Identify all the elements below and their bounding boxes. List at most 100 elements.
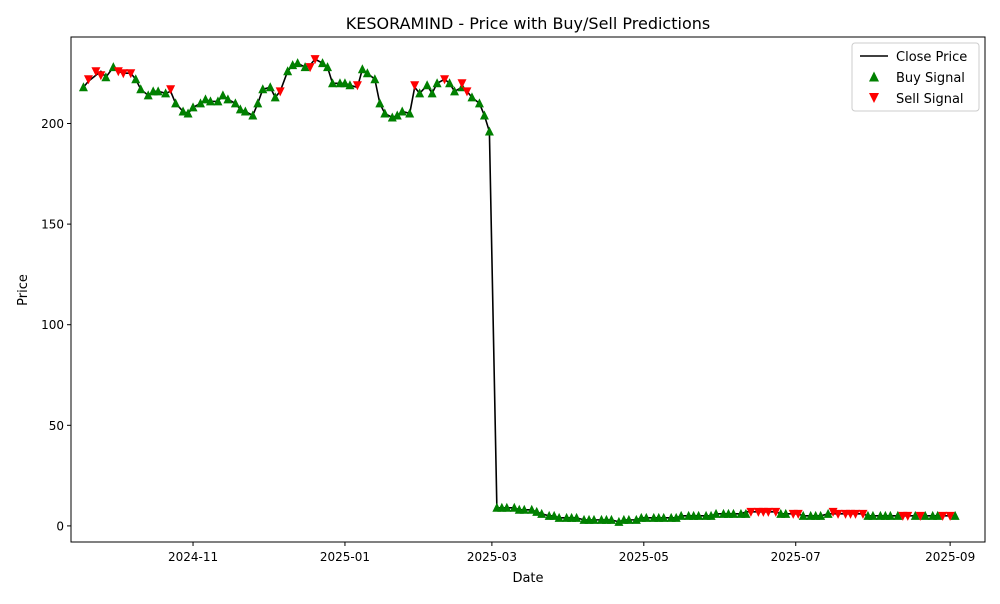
chart-title: KESORAMIND - Price with Buy/Sell Predict… bbox=[346, 14, 710, 33]
buy-signal-marker bbox=[258, 84, 268, 94]
buy-signal-marker bbox=[474, 98, 484, 108]
buy-signal-marker bbox=[362, 68, 372, 78]
sell-signal-marker bbox=[858, 509, 868, 519]
buy-signal-marker bbox=[422, 80, 432, 90]
buy-signal-marker bbox=[265, 82, 275, 92]
buy-signal-marker bbox=[479, 110, 489, 120]
plot-area bbox=[78, 55, 960, 526]
buy-signal-marker bbox=[293, 58, 303, 68]
legend-buy-signal-label: Buy Signal bbox=[896, 71, 965, 86]
buy-signal-marker bbox=[143, 90, 153, 100]
buy-signal-marker bbox=[427, 88, 437, 98]
buy-signal-marker bbox=[676, 510, 686, 520]
buy-signal-marker bbox=[572, 512, 582, 522]
buy-signal-marker bbox=[318, 58, 328, 68]
buy-signal-marker bbox=[171, 98, 181, 108]
sell-signal-marker bbox=[96, 71, 106, 81]
x-tick-label: 2025-05 bbox=[619, 550, 669, 564]
sell-signal-marker bbox=[275, 87, 285, 97]
buy-signal-marker bbox=[397, 106, 407, 116]
sell-signal-marker bbox=[310, 55, 320, 65]
x-tick-label: 2025-09 bbox=[925, 550, 975, 564]
sell-signal-marker bbox=[915, 511, 925, 521]
buy-signal-marker bbox=[502, 502, 512, 512]
buy-signal-marker bbox=[240, 106, 250, 116]
buy-signal-marker bbox=[484, 126, 494, 136]
y-tick-label: 100 bbox=[41, 318, 64, 332]
x-tick-label: 2024-11 bbox=[168, 550, 218, 564]
buy-signal-marker bbox=[136, 84, 146, 94]
sell-signal-marker bbox=[457, 79, 467, 89]
sell-signal-marker bbox=[126, 69, 136, 79]
buy-signal-marker bbox=[885, 510, 895, 520]
buy-signal-marker bbox=[205, 96, 215, 106]
buy-signal-marker bbox=[375, 98, 385, 108]
y-tick-label: 50 bbox=[49, 419, 64, 433]
buy-signal-marker bbox=[405, 108, 415, 118]
y-axis: 0 50 100 150 200 bbox=[41, 117, 71, 533]
sell-signal-marker bbox=[462, 87, 472, 97]
buy-signal-marker bbox=[218, 90, 228, 100]
buy-signal-marker bbox=[933, 510, 943, 520]
buy-signal-marker bbox=[270, 92, 280, 102]
buy-signal-marker bbox=[445, 78, 455, 88]
plot-frame bbox=[70, 36, 986, 543]
buy-signal-marker bbox=[816, 510, 826, 520]
sell-signal-marker bbox=[850, 509, 860, 519]
buy-signal-marker bbox=[823, 508, 833, 518]
buy-signal-marker bbox=[798, 510, 808, 520]
sell-signal-marker bbox=[833, 509, 843, 519]
legend: Close Price Buy Signal Sell Signal bbox=[851, 42, 980, 112]
buy-signal-marker bbox=[659, 512, 669, 522]
sell-signal-marker bbox=[166, 85, 176, 95]
buy-signal-marker bbox=[370, 74, 380, 84]
x-axis: 2024-11 2025-01 2025-03 2025-05 2025-07 2025-… bbox=[168, 542, 975, 564]
y-tick-label: 200 bbox=[41, 117, 64, 131]
buy-signal-marker bbox=[519, 504, 529, 514]
x-axis-label: Date bbox=[512, 571, 543, 586]
buy-signal-marker bbox=[868, 510, 878, 520]
x-tick-label: 2025-01 bbox=[320, 550, 370, 564]
buy-signal-marker bbox=[589, 514, 599, 524]
buy-signal-marker bbox=[606, 514, 616, 524]
buy-signal-marker bbox=[283, 66, 293, 76]
buy-signal-marker bbox=[323, 62, 333, 72]
buy-signal-marker bbox=[196, 98, 206, 108]
sell-signal-marker bbox=[945, 511, 955, 521]
sell-signal-marker bbox=[771, 507, 781, 517]
buy-signal-marker bbox=[327, 78, 337, 88]
y-tick-label: 0 bbox=[56, 519, 64, 533]
legend-box bbox=[851, 42, 980, 112]
buy-signal-marker bbox=[253, 98, 263, 108]
buy-signal-marker bbox=[392, 110, 402, 120]
buy-signal-marker bbox=[781, 508, 791, 518]
buy-signal-marker bbox=[213, 96, 223, 106]
buy-signal-marker bbox=[554, 512, 564, 522]
buy-signal-marker bbox=[131, 74, 141, 84]
buy-signal-marker bbox=[527, 504, 537, 514]
sell-signal-marker bbox=[793, 509, 803, 519]
buy-signal-marker bbox=[357, 64, 367, 74]
buy-signal-marker bbox=[432, 78, 442, 88]
buy-signal-marker bbox=[509, 502, 519, 512]
buy-signal-marker bbox=[380, 108, 390, 118]
buy-signal-marker bbox=[345, 80, 355, 90]
buy-signal-marker bbox=[467, 92, 477, 102]
sell-signal-marker bbox=[118, 69, 128, 79]
sell-signal-marker bbox=[410, 81, 420, 91]
buy-signal-marker bbox=[920, 510, 930, 520]
buy-signal-marker bbox=[741, 508, 751, 518]
buy-signal-marker bbox=[340, 78, 350, 88]
buy-signal-marker bbox=[230, 98, 240, 108]
sell-signal-marker bbox=[352, 81, 362, 91]
buy-signal-marker bbox=[153, 86, 163, 96]
buy-signal-marker bbox=[178, 106, 188, 116]
buy-signal-marker bbox=[893, 510, 903, 520]
x-tick-label: 2025-03 bbox=[467, 550, 517, 564]
buy-signal-marker bbox=[415, 88, 425, 98]
y-axis-label: Price bbox=[16, 274, 31, 306]
buy-signal-marker bbox=[248, 110, 258, 120]
buy-signal-marker bbox=[641, 512, 651, 522]
buy-signal-marker bbox=[549, 510, 559, 520]
sell-signal-marker bbox=[305, 63, 315, 73]
